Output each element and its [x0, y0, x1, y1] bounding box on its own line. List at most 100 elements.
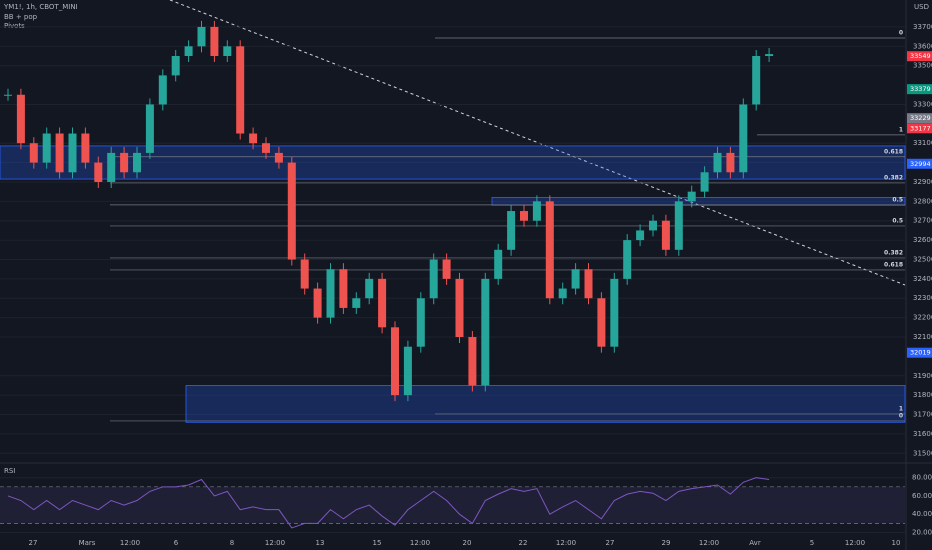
x-tick-label: 5 — [810, 539, 814, 547]
price-tag — [907, 51, 932, 62]
candle-body — [262, 143, 270, 153]
price-tag — [907, 123, 932, 134]
fib-label: 0.5 — [892, 217, 903, 224]
candle-body — [4, 94, 12, 96]
y-tick-label: 20.00 — [912, 528, 932, 536]
candle-body — [545, 201, 554, 299]
trend-line — [169, 0, 906, 286]
x-tick-label: Mars — [79, 539, 96, 547]
candle-body — [68, 133, 77, 173]
fib-label: 0 — [899, 29, 903, 36]
y-tick-label: 40.00 — [912, 510, 932, 518]
candle-body — [494, 249, 503, 279]
candle-body — [184, 46, 193, 57]
price-tag-label: 33379 — [910, 85, 931, 93]
candle-body — [16, 94, 25, 144]
x-tick-label: 8 — [230, 539, 234, 547]
y-tick-label: 32100 — [913, 333, 932, 341]
zone — [491, 197, 906, 206]
candle-body — [752, 56, 761, 105]
x-tick-label: Avr — [749, 539, 761, 547]
candle-body — [197, 26, 206, 47]
y-tick-label: 32600 — [913, 236, 932, 244]
y-tick-label: 60.00 — [912, 492, 932, 500]
fib-label: 1 — [899, 405, 903, 412]
y-tick-label: 33300 — [913, 100, 932, 108]
candle-body — [532, 201, 541, 221]
candle-body — [171, 56, 180, 76]
y-tick-label: 31700 — [913, 411, 932, 419]
rsi-title: RSI — [4, 467, 15, 475]
fib-label: 0.618 — [884, 261, 903, 268]
candle-body — [726, 152, 735, 173]
candle-body — [352, 298, 361, 308]
price-tag-label: 32994 — [910, 160, 931, 168]
candle-body — [649, 220, 657, 231]
candle-body — [558, 288, 567, 299]
candle-body — [249, 133, 258, 144]
currency: USD — [914, 3, 929, 11]
symbol: YM1!, 1h, CBOT_MINI — [3, 3, 78, 11]
x-tick-label: 29 — [662, 539, 671, 547]
candle-body — [687, 191, 696, 202]
candle-body — [94, 162, 103, 182]
candle-body — [674, 201, 683, 250]
candle-body — [107, 152, 116, 182]
candle-body — [455, 278, 464, 338]
y-tick-label: 31800 — [913, 391, 932, 399]
candle-body — [210, 26, 219, 57]
candle-body — [623, 240, 632, 279]
candle-body — [481, 278, 490, 386]
price-tag-label: 33177 — [910, 124, 931, 132]
candle-body — [571, 269, 580, 289]
candle-body — [81, 133, 90, 163]
candle-body — [300, 259, 309, 289]
candle-body — [133, 152, 141, 173]
price-tag — [907, 158, 932, 169]
candle-body — [739, 104, 748, 173]
price-tag — [907, 113, 932, 124]
candle-body — [158, 75, 167, 105]
candle-body — [403, 346, 412, 396]
x-tick-label: 6 — [174, 539, 179, 547]
y-tick-label: 33500 — [913, 62, 932, 70]
candle-body — [287, 162, 296, 260]
candle-body — [520, 211, 528, 221]
candle-body — [597, 298, 606, 347]
x-tick-label: 12:00 — [410, 539, 430, 547]
y-tick-label: 32400 — [913, 275, 932, 283]
candle-body — [120, 152, 129, 173]
candle-body — [274, 152, 283, 163]
y-tick-label: 33600 — [913, 42, 932, 50]
candle-body — [378, 278, 387, 328]
x-tick-label: 12:00 — [265, 539, 285, 547]
candle-body — [326, 269, 335, 318]
candle-body — [42, 133, 51, 163]
fib-label: 0.618 — [884, 148, 903, 155]
candle-body — [765, 54, 774, 57]
candle-body — [145, 104, 154, 153]
candle-body — [313, 288, 322, 318]
x-tick-label: 12:00 — [556, 539, 576, 547]
x-tick-label: 27 — [606, 539, 615, 547]
x-tick-label: 12:00 — [699, 539, 719, 547]
rsi-band — [0, 486, 905, 524]
candle-body — [429, 259, 438, 299]
y-tick-label: 31600 — [913, 430, 932, 438]
candle-body — [610, 278, 619, 347]
x-tick-label: 12:00 — [120, 539, 140, 547]
y-tick-label: 32200 — [913, 314, 932, 322]
y-tick-label: 32800 — [913, 197, 932, 205]
candle-body — [416, 298, 425, 347]
price-tag-label: 33549 — [910, 52, 931, 60]
x-tick-label: 27 — [29, 539, 38, 547]
fib-label: 1 — [899, 126, 903, 133]
candle-body — [507, 211, 516, 250]
candle-body — [236, 46, 245, 134]
candle-body — [468, 337, 477, 386]
price-tag-label: 32019 — [910, 349, 931, 357]
candle-body — [223, 46, 232, 57]
rsi-line — [7, 477, 770, 529]
